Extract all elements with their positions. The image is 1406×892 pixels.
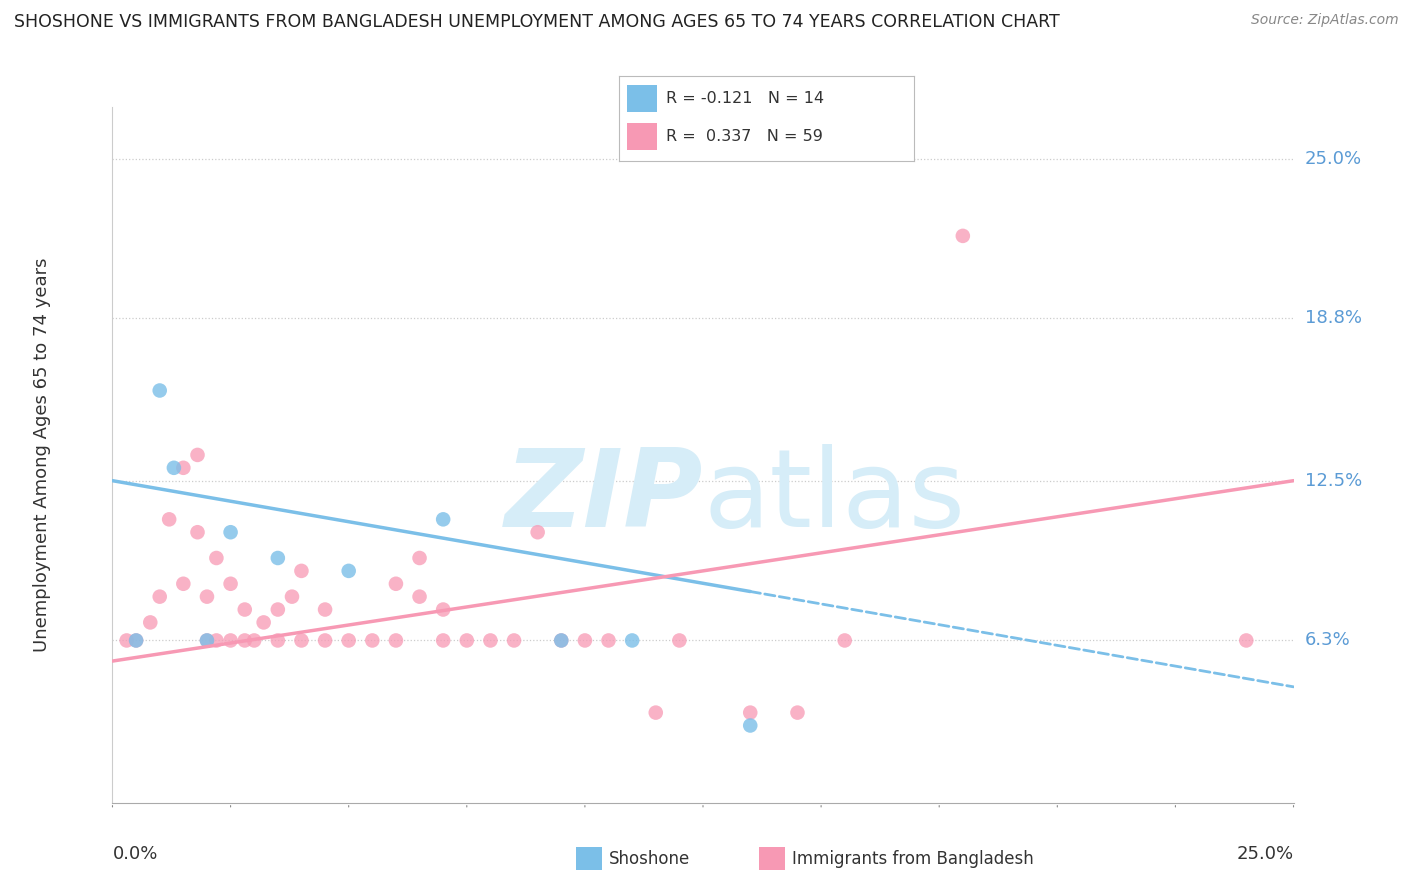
Point (163, 460, 186, 475)
Text: ZIP: ZIP (505, 443, 703, 549)
Point (243, 633, 266, 648)
Text: 25.0%: 25.0% (1236, 845, 1294, 863)
Point (267, 551, 290, 566)
Point (361, 633, 384, 648)
Point (408, 551, 430, 566)
Point (385, 576, 408, 591)
Point (219, 633, 242, 648)
Point (115, 633, 138, 648)
Point (149, 384, 172, 398)
Text: 6.3%: 6.3% (1305, 632, 1350, 649)
Point (644, 706, 666, 720)
Point (337, 564, 360, 578)
Point (408, 590, 430, 604)
Bar (627, 123, 657, 151)
Point (503, 633, 526, 648)
Point (432, 602, 454, 616)
Point (205, 551, 228, 566)
Point (195, 590, 218, 604)
Text: Shoshone: Shoshone (609, 849, 690, 868)
Point (186, 525, 208, 540)
Point (195, 633, 218, 648)
Point (834, 633, 856, 648)
Point (740, 718, 762, 732)
Point (125, 633, 148, 648)
Point (1234, 633, 1257, 648)
Point (550, 633, 572, 648)
Point (267, 633, 290, 648)
Text: Immigrants from Bangladesh: Immigrants from Bangladesh (792, 849, 1033, 868)
Point (337, 633, 360, 648)
Point (281, 590, 304, 604)
Point (172, 460, 194, 475)
Text: R =  0.337   N = 59: R = 0.337 N = 59 (666, 129, 823, 145)
Text: atlas: atlas (703, 443, 965, 549)
Point (385, 633, 408, 648)
Point (668, 633, 690, 648)
Bar (627, 85, 657, 112)
Text: SHOSHONE VS IMMIGRANTS FROM BANGLADESH UNEMPLOYMENT AMONG AGES 65 TO 74 YEARS CO: SHOSHONE VS IMMIGRANTS FROM BANGLADESH U… (14, 13, 1060, 31)
Point (314, 633, 336, 648)
Point (290, 633, 312, 648)
Point (139, 615, 162, 630)
Point (786, 706, 808, 720)
Point (621, 633, 644, 648)
Point (149, 590, 172, 604)
Point (125, 633, 148, 648)
Point (526, 525, 548, 540)
Point (233, 602, 256, 616)
Point (267, 602, 290, 616)
Point (195, 633, 218, 648)
Text: Source: ZipAtlas.com: Source: ZipAtlas.com (1251, 13, 1399, 28)
Point (479, 633, 502, 648)
Point (219, 525, 242, 540)
Point (233, 633, 256, 648)
Point (550, 633, 572, 648)
Point (314, 602, 336, 616)
Point (952, 228, 974, 243)
Point (172, 576, 194, 591)
Point (740, 706, 762, 720)
Point (290, 564, 312, 578)
Point (574, 633, 596, 648)
Point (598, 633, 620, 648)
Point (186, 448, 208, 462)
Point (205, 633, 228, 648)
Text: 0.0%: 0.0% (112, 845, 157, 863)
Point (432, 512, 454, 526)
Text: 12.5%: 12.5% (1305, 472, 1362, 490)
Point (253, 615, 276, 630)
Point (432, 633, 454, 648)
Point (456, 633, 478, 648)
Point (219, 576, 242, 591)
Text: 18.8%: 18.8% (1305, 310, 1361, 327)
Text: 25.0%: 25.0% (1305, 150, 1362, 168)
Point (157, 512, 180, 526)
Text: Unemployment Among Ages 65 to 74 years: Unemployment Among Ages 65 to 74 years (32, 258, 51, 652)
Text: R = -0.121   N = 14: R = -0.121 N = 14 (666, 91, 824, 106)
